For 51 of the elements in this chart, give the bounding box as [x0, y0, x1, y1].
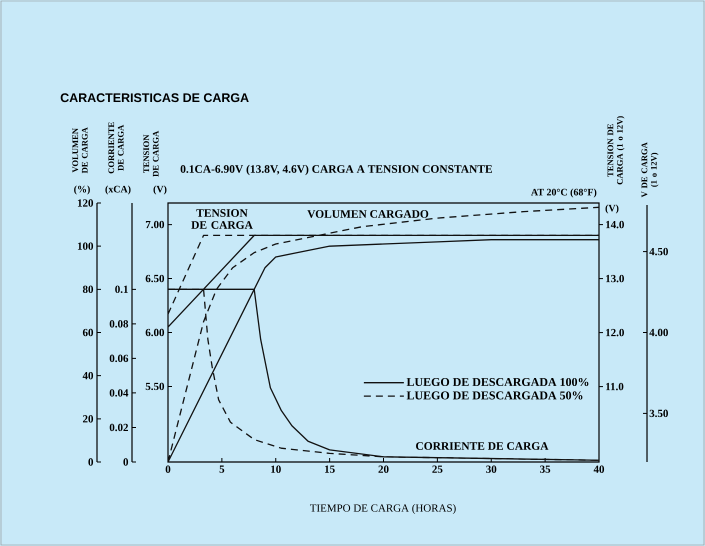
text: AT 20°C (68°F) — [531, 188, 596, 198]
text: (xCA) — [105, 185, 131, 195]
legend-label: LUEGO DE DESCARGADA 50% — [406, 391, 582, 400]
x-tick-label: 20 — [378, 466, 389, 473]
y-tick-label: 100 — [78, 242, 94, 250]
y3-tick-label: 6.00 — [146, 328, 164, 336]
y2-tick-label: 0.1 — [115, 286, 128, 294]
y2-tick-label: 0.04 — [110, 389, 128, 397]
y-tick-label: 40 — [82, 372, 94, 380]
y2-tick-label: 0.02 — [110, 424, 128, 432]
text: V DE CARGA (1 o 12V) — [642, 142, 658, 198]
annotation: TENSION DE CARGA — [191, 209, 253, 229]
text: 13.0 — [606, 274, 624, 282]
x-axis-title: TIEMPO DE CARGA (HORAS) — [310, 504, 456, 514]
text: 4.50 — [649, 248, 668, 256]
x-tick-label: 0 — [166, 466, 170, 473]
text: 4.00 — [649, 328, 668, 336]
x-tick-label: 40 — [594, 466, 604, 473]
y2-axis-title: CORRIENTE DE CARGA — [108, 122, 124, 174]
annotation: CORRIENTE DE CARGA — [416, 442, 548, 450]
y-tick-label: 0 — [88, 458, 94, 466]
y-axis-title: VOLUMEN DE CARGA — [72, 127, 88, 174]
annotation: VOLUMEN CARGADO — [307, 210, 428, 218]
legend-label: LUEGO DE DESCARGADA 100% — [406, 378, 588, 386]
y3-tick-label: 7.00 — [146, 220, 164, 228]
text: (%) — [74, 185, 90, 195]
text: 3.50 — [650, 410, 668, 418]
y3-tick-label: 5.50 — [146, 382, 164, 390]
y3-axis-title: TENSION DE CARGA — [143, 130, 159, 177]
y2-tick-label: 0.06 — [110, 354, 128, 362]
y-tick-label: 120 — [78, 199, 94, 207]
y-tick-label: 20 — [82, 415, 94, 423]
chart-title: CARACTERISTICAS DE CARGA — [60, 93, 249, 102]
y-tick-label: 80 — [82, 286, 94, 294]
text: TENSION DE CARGA (1 o 12V) — [608, 116, 624, 184]
x-tick-label: 30 — [486, 466, 496, 473]
text: 14.0 — [606, 220, 624, 228]
text: (V) — [154, 185, 166, 195]
text: 12.0 — [606, 328, 624, 336]
y3-tick-label: 6.50 — [146, 274, 164, 282]
chart-subtitle: 0.1CA-6.90V (13.8V, 4.6V) CARGA A TENSION CONSTANTE — [180, 164, 492, 176]
x-tick-label: 25 — [432, 466, 442, 473]
x-tick-label: 35 — [540, 466, 550, 473]
x-tick-label: 5 — [220, 466, 224, 473]
x-tick-label: 15 — [325, 466, 335, 473]
x-tick-label: 10 — [271, 466, 281, 473]
y2-tick-label: 0 — [123, 458, 128, 466]
text: 11.0 — [606, 382, 624, 390]
y-tick-label: 60 — [82, 328, 94, 336]
y2-tick-label: 0.08 — [110, 320, 128, 328]
text: (V) — [606, 204, 618, 214]
